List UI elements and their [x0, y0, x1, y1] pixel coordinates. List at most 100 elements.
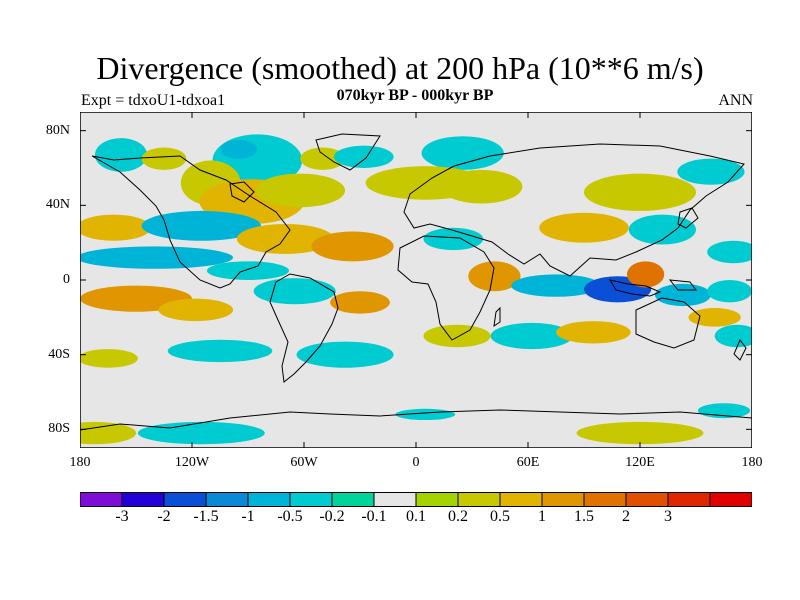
contour-region — [141, 210, 262, 241]
lat-tick-label: 40S — [48, 346, 70, 362]
coast-south-america — [269, 273, 339, 383]
contour-region — [141, 147, 187, 170]
colorbar-label: 0.2 — [448, 508, 468, 525]
contour-region — [296, 341, 394, 368]
coast-africa — [397, 235, 495, 341]
lat-tick-label: 80N — [45, 122, 70, 138]
lon-tick-label: 60W — [290, 455, 318, 470]
coast-madagascar — [493, 306, 501, 328]
contour-region — [255, 173, 346, 208]
lon-tick-label: 180 — [741, 455, 763, 470]
colorbar-box — [205, 492, 249, 507]
lon-tick-label: 120W — [174, 455, 210, 470]
colorbar-box — [583, 492, 627, 507]
contour-region — [468, 261, 521, 292]
coast-new-guinea — [668, 279, 697, 291]
colorbar-box — [121, 492, 165, 507]
coast-japan — [677, 207, 699, 229]
contour-region — [714, 324, 752, 348]
contour-region — [80, 246, 234, 269]
colorbar-box — [331, 492, 375, 507]
contour-region — [94, 138, 148, 172]
contour-region — [253, 278, 336, 305]
lon-tick-label: 120E — [625, 455, 655, 470]
contour-region — [300, 147, 346, 170]
contour-region — [707, 280, 752, 303]
contour-region — [80, 214, 151, 241]
colorbar-label: 0.1 — [406, 508, 426, 525]
contour-region — [236, 224, 334, 254]
contour-region — [158, 298, 234, 322]
colorbar-label: 3 — [664, 508, 672, 525]
coast-greenland — [315, 133, 381, 171]
contour-region — [688, 308, 741, 327]
colorbar-box — [499, 492, 543, 507]
colorbar-box — [457, 492, 501, 507]
colorbar-label: -0.5 — [277, 508, 303, 525]
coastlines — [80, 133, 752, 431]
lon-tick-label: 180 — [69, 455, 91, 470]
contour-region — [539, 212, 629, 243]
contour-region — [511, 274, 601, 297]
experiment-label: Expt = tdxoU1-tdxoa1 — [81, 92, 226, 109]
map-panel — [80, 112, 752, 448]
lat-tick-label: 40N — [45, 197, 70, 213]
colorbar-boxes — [79, 492, 753, 507]
colorbar-box — [79, 492, 123, 507]
colorbar-box — [625, 492, 669, 507]
colorbar-box — [163, 492, 207, 507]
contour-region — [330, 291, 390, 314]
contour-region — [311, 231, 394, 262]
lon-tick-label: 60E — [516, 455, 540, 470]
period-subtitle: 070kyr BP - 000kyr BP — [336, 87, 494, 104]
colorbar-box — [709, 492, 753, 507]
colorbar-label: -0.2 — [319, 508, 345, 525]
lon-tick-label: 0 — [412, 455, 420, 470]
chart-title: Divergence (smoothed) at 200 hPa (10**6 … — [96, 50, 704, 86]
lat-tick-label: 0 — [63, 272, 70, 287]
coast-antarctica — [80, 409, 752, 431]
contour-region — [490, 322, 573, 350]
colorbar-label: -1.5 — [193, 508, 219, 525]
contour-region — [167, 339, 273, 363]
contour-region — [220, 140, 258, 159]
colorbar-box — [373, 492, 417, 507]
colorbar-box — [667, 492, 711, 507]
contour-region — [584, 173, 696, 211]
contour-region — [654, 283, 711, 307]
coast-hudson-bay — [229, 181, 255, 203]
contour-region — [80, 349, 138, 368]
contour-region — [576, 421, 704, 445]
divergence-map — [80, 112, 752, 448]
contour-region — [677, 158, 745, 185]
contour-region — [421, 136, 504, 170]
contour-region — [206, 261, 290, 280]
contour-fills — [80, 134, 752, 445]
colorbar-label: 2 — [622, 508, 630, 525]
lat-tick-label: 80S — [48, 421, 70, 437]
contour-region — [333, 145, 394, 168]
colorbar-label: -3 — [115, 508, 129, 525]
coast-australia — [635, 297, 701, 349]
contour-region — [626, 261, 665, 288]
season-label: ANN — [718, 92, 753, 109]
colorbar-label: -2 — [157, 508, 171, 525]
colorbar-label: -1 — [241, 508, 255, 525]
contour-region — [556, 321, 631, 344]
colorbar — [79, 492, 753, 532]
map-tick-marks — [80, 112, 752, 448]
contour-region — [423, 324, 491, 348]
contour-region — [440, 169, 523, 204]
colorbar-label: 0.5 — [490, 508, 510, 525]
colorbar-box — [247, 492, 291, 507]
colorbar-label: 1 — [538, 508, 546, 525]
colorbar-label: 1.5 — [574, 508, 594, 525]
colorbar-box — [541, 492, 585, 507]
contour-region — [628, 214, 697, 245]
contour-region — [137, 421, 265, 445]
coast-new-zealand — [733, 339, 747, 361]
coast-indonesia — [608, 279, 662, 297]
colorbar-box — [289, 492, 333, 507]
coast-north-america — [91, 155, 291, 289]
coast-eurasia — [403, 143, 745, 277]
